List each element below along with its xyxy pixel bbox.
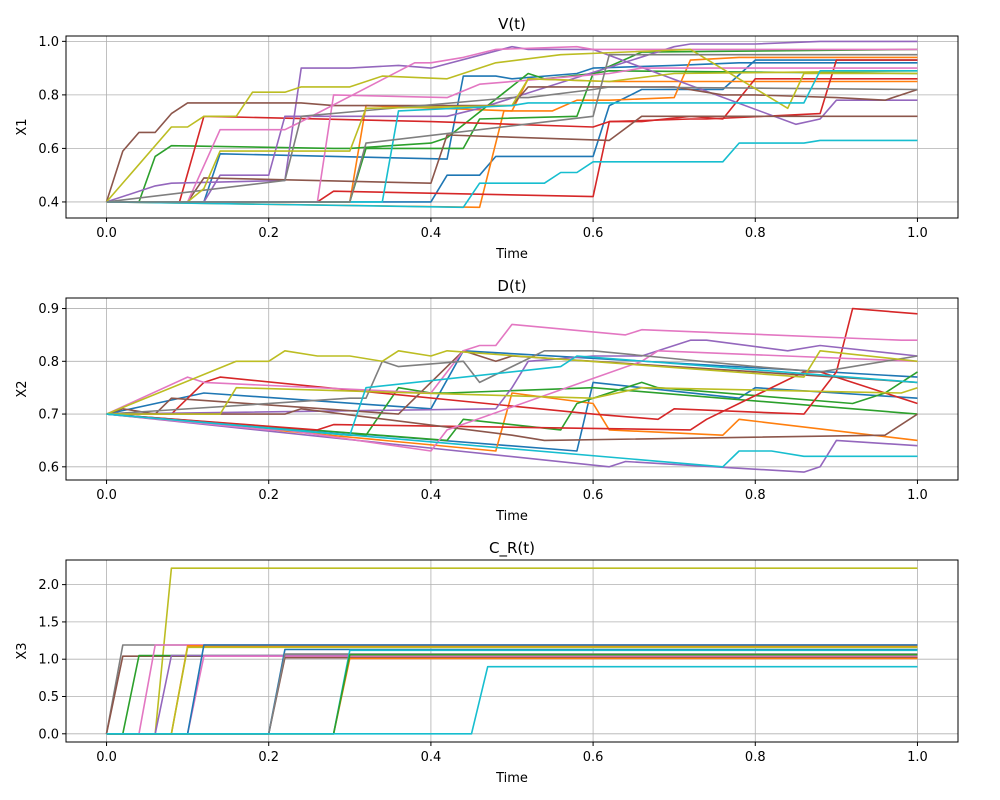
series-line-d9 <box>106 413 918 473</box>
series-line-d17 <box>106 413 918 468</box>
y-tick-label: 0.6 <box>38 142 59 157</box>
series-line-d4 <box>106 371 918 442</box>
x-tick-label: 1.0 <box>907 226 928 241</box>
x-tick-label: 0.6 <box>583 226 604 241</box>
series-line-d1 <box>106 381 918 452</box>
series-line-d12 <box>106 323 918 415</box>
series-line-d14 <box>106 349 918 415</box>
series-line-d16 <box>106 386 918 415</box>
x-tick-label: 0.8 <box>745 750 766 765</box>
y-tick-label: 0.5 <box>38 690 59 705</box>
series-line-s3 <box>106 56 918 209</box>
series-line-s10 <box>106 40 918 203</box>
series-line-s15 <box>106 86 918 203</box>
series-line-s20 <box>106 53 918 203</box>
series-line-c11 <box>106 656 918 735</box>
x-tick-label: 0.6 <box>583 488 604 503</box>
x-tick-label: 0.8 <box>745 488 766 503</box>
plot-frame <box>65 559 959 743</box>
y-axis-label: X2 <box>15 380 30 397</box>
x-tick-label: 0.8 <box>745 226 766 241</box>
series-line-c17 <box>106 665 918 735</box>
series-line-d15 <box>106 349 918 415</box>
series-line-s16 <box>105 48 918 203</box>
series-line-s14 <box>106 67 918 203</box>
y-tick-label: 0.8 <box>38 88 59 103</box>
series-line-s8 <box>106 59 918 203</box>
x-tick-label: 0.2 <box>258 750 279 765</box>
series-line-s2 <box>106 59 918 203</box>
y-axis-label: X3 <box>15 642 30 659</box>
x-axis-label: Time <box>495 771 528 786</box>
series-line-s13 <box>106 45 918 203</box>
y-axis-label: X1 <box>15 118 30 135</box>
series-line-d13 <box>106 349 918 452</box>
plot-frame <box>65 297 959 481</box>
x-tick-label: 0.4 <box>421 488 442 503</box>
series-line-s17 <box>106 70 918 203</box>
x-tick-label: 0.0 <box>96 226 117 241</box>
series-line-s12 <box>106 115 918 203</box>
chart-title: V(t) <box>498 15 526 33</box>
y-tick-label: 0.0 <box>38 727 59 742</box>
y-tick-label: 0.7 <box>38 408 59 423</box>
series-group <box>106 307 918 473</box>
chart-title: D(t) <box>497 277 526 295</box>
y-tick-label: 0.9 <box>38 302 59 317</box>
x-tick-label: 1.0 <box>907 488 928 503</box>
y-tick-label: 1.5 <box>38 615 59 630</box>
y-tick-label: 2.0 <box>38 578 59 593</box>
y-tick-label: 1.0 <box>38 653 59 668</box>
series-group <box>105 567 918 735</box>
series-line-s1 <box>106 61 918 203</box>
x-tick-label: 0.2 <box>258 226 279 241</box>
series-line-d6 <box>106 307 918 421</box>
y-tick-label: 0.4 <box>38 195 59 210</box>
chart-title: C_R(t) <box>489 539 535 558</box>
series-line-s19 <box>106 70 918 203</box>
chart-panel-2: 0.0 0.2 0.4 0.6 0.8 1.0 0.6 0.7 0.8 0.9 D(t) Time X2 <box>15 277 959 524</box>
x-tick-label: 0.4 <box>421 750 442 765</box>
y-tick-label: 0.6 <box>38 460 59 475</box>
x-tick-label: 0.6 <box>583 750 604 765</box>
x-tick-label: 0.0 <box>96 488 117 503</box>
x-tick-label: 0.2 <box>258 488 279 503</box>
series-line-c9 <box>106 655 918 735</box>
x-tick-label: 0.4 <box>421 226 442 241</box>
y-tick-label: 1.0 <box>38 35 59 50</box>
chart-panel-1: 0.0 0.2 0.4 0.6 0.8 1.0 0.4 0.6 0.8 1.0 V(t) Time X1 <box>15 15 959 262</box>
x-axis-label: Time <box>495 247 528 262</box>
x-tick-label: 0.0 <box>96 750 117 765</box>
chart-panel-3: 0.0 0.2 0.4 0.6 0.8 1.0 0.0 0.5 1.0 1.5 2.0 C_R(t) T… <box>15 539 959 786</box>
x-tick-label: 1.0 <box>907 750 928 765</box>
series-line-d3 <box>106 392 918 452</box>
series-line-c8 <box>106 646 918 735</box>
series-line-c12 <box>106 648 918 735</box>
series-line-s18 <box>106 139 918 209</box>
plot-frame <box>65 35 959 219</box>
series-line-c15 <box>106 649 918 735</box>
y-tick-label: 0.8 <box>38 355 59 370</box>
x-axis-label: Time <box>495 509 528 524</box>
series-line-s9 <box>106 45 918 203</box>
series-line-c3 <box>105 655 918 734</box>
series-line-d11 <box>106 407 918 442</box>
series-line-d18 <box>106 355 918 437</box>
series-group <box>105 40 918 209</box>
